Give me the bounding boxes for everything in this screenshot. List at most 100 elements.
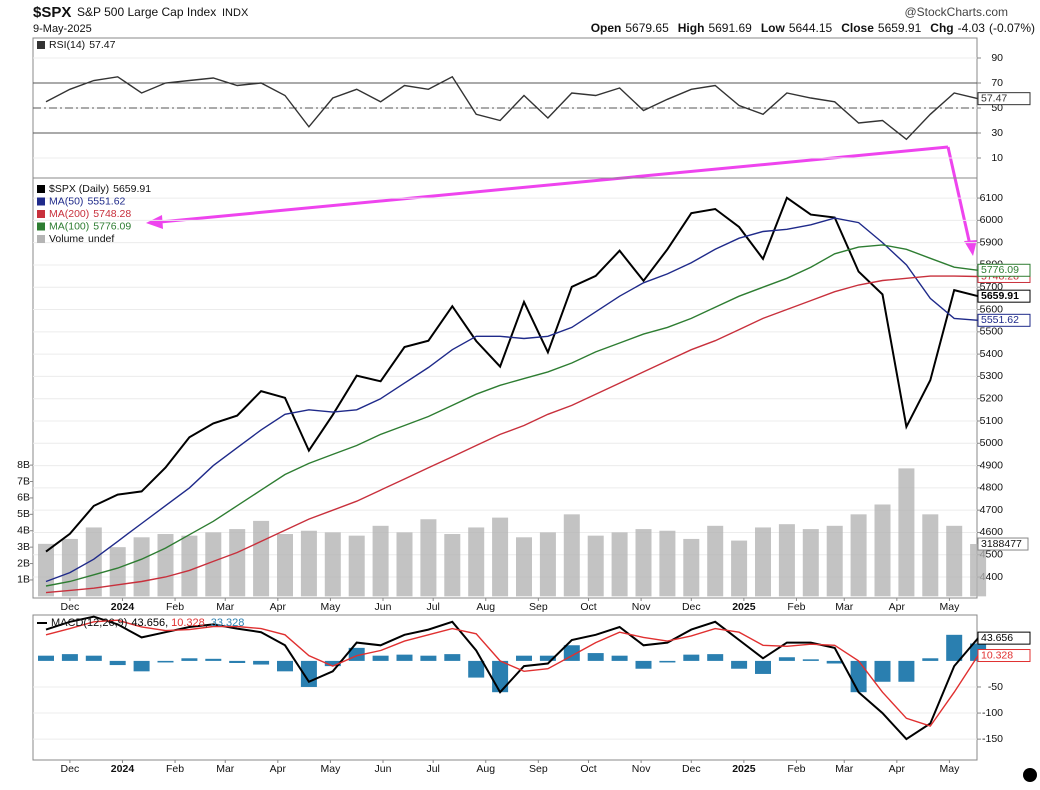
x-tick-label: Feb [787, 601, 805, 613]
legend-label: MACD(12,26,9) [51, 617, 127, 629]
y-tick-label: 6000 [980, 214, 1004, 226]
x-tick-label: Feb [166, 601, 184, 613]
bar [468, 660, 485, 678]
value-tag-box [977, 92, 1031, 106]
quote-item: Chg [930, 21, 953, 35]
x-tick-label: 2025 [732, 601, 756, 613]
value-tag: 3188477 [981, 538, 1022, 550]
x-tick-label: Sep [529, 763, 548, 775]
quote-item: 5679.65 [625, 21, 669, 35]
legend-value: 5551.62 [87, 195, 125, 207]
symbol: $SPX [33, 4, 71, 21]
y2-tick-label: 5B [17, 508, 30, 520]
bar [109, 547, 126, 597]
legend-value: 43.656 [131, 617, 165, 629]
legend-value: undef [88, 233, 114, 245]
x-tick-label: Apr [889, 601, 906, 613]
x-tick-label: 2025 [732, 763, 756, 775]
series-line [45, 615, 979, 741]
bar [635, 660, 652, 669]
quote-item: Low [761, 21, 786, 35]
value-tag-box [977, 263, 1031, 277]
y-tick-label: -150 [982, 733, 1003, 745]
bar [396, 654, 413, 661]
legend-value: 10.328 [171, 617, 205, 629]
y-tick-label: 5100 [980, 415, 1004, 427]
bar [181, 658, 198, 661]
legend-swatch [37, 235, 45, 243]
y-tick-label: 5400 [980, 348, 1004, 360]
date: 9-May-2025 [33, 23, 92, 35]
bar [946, 525, 963, 597]
panel-frame [32, 177, 978, 599]
x-tick-label: Jul [426, 601, 439, 613]
quote-item: Open [591, 21, 622, 35]
y-tick-label: -100 [982, 707, 1003, 719]
bar [133, 660, 150, 672]
bar [61, 538, 78, 597]
bar [683, 538, 700, 597]
y-tick-label: 4600 [980, 526, 1004, 538]
index-name: S&P 500 Large Cap Index [77, 5, 216, 19]
bar [61, 654, 78, 661]
series-line [45, 244, 979, 587]
x-tick-label: Oct [580, 601, 596, 613]
y-tick-label: 4800 [980, 482, 1004, 494]
x-tick-label: Apr [270, 763, 287, 775]
x-tick-label: Jun [375, 763, 392, 775]
bar [587, 535, 604, 597]
series-line [45, 196, 979, 553]
bar [970, 544, 987, 597]
bar [563, 514, 580, 597]
bar [659, 530, 676, 597]
y-tick-label: 5900 [980, 236, 1004, 248]
legend-label: MA(50) [49, 195, 83, 207]
bar [157, 534, 174, 597]
legend-swatch [37, 222, 45, 231]
bar [444, 534, 461, 597]
legend-label: $SPX (Daily) [49, 183, 109, 195]
x-tick-label: Dec [61, 763, 80, 775]
legend-value: 57.47 [89, 39, 115, 51]
legend-value: 5748.28 [93, 208, 131, 220]
x-tick-label: Feb [166, 763, 184, 775]
bar [253, 520, 270, 597]
bar [444, 654, 461, 661]
x-tick-label: Dec [61, 601, 80, 613]
y-tick-label: 5000 [980, 437, 1004, 449]
legend-separator: , [205, 617, 208, 629]
bar [778, 657, 795, 661]
bar [874, 660, 891, 682]
bar [611, 655, 628, 661]
y2-tick-label: 8B [17, 459, 30, 471]
x-tick-label: Apr [889, 763, 906, 775]
dot [1023, 768, 1037, 782]
bar [635, 529, 652, 597]
legend-swatch [37, 197, 45, 206]
y-tick-label: 30 [991, 127, 1003, 139]
panel-frame [32, 614, 978, 761]
value-tag: 5776.09 [981, 264, 1019, 276]
y-tick-label: 5600 [980, 303, 1004, 315]
value-tag-box [977, 289, 1031, 303]
bar [802, 659, 819, 661]
y2-tick-label: 2B [17, 557, 30, 569]
bar [850, 514, 867, 597]
bar [253, 660, 270, 665]
bar [420, 519, 437, 597]
x-tick-label: Jun [375, 601, 392, 613]
x-tick-label: Dec [682, 763, 701, 775]
bar [539, 532, 556, 597]
x-tick-label: Mar [216, 763, 235, 775]
bar [396, 532, 413, 597]
bar [731, 660, 748, 669]
series-line [45, 75, 979, 141]
bar [229, 529, 246, 597]
y-tick-label: -50 [988, 681, 1003, 693]
bar [109, 660, 126, 666]
bar [563, 645, 580, 661]
bar [707, 525, 724, 597]
quote-item: 5644.15 [789, 21, 833, 35]
